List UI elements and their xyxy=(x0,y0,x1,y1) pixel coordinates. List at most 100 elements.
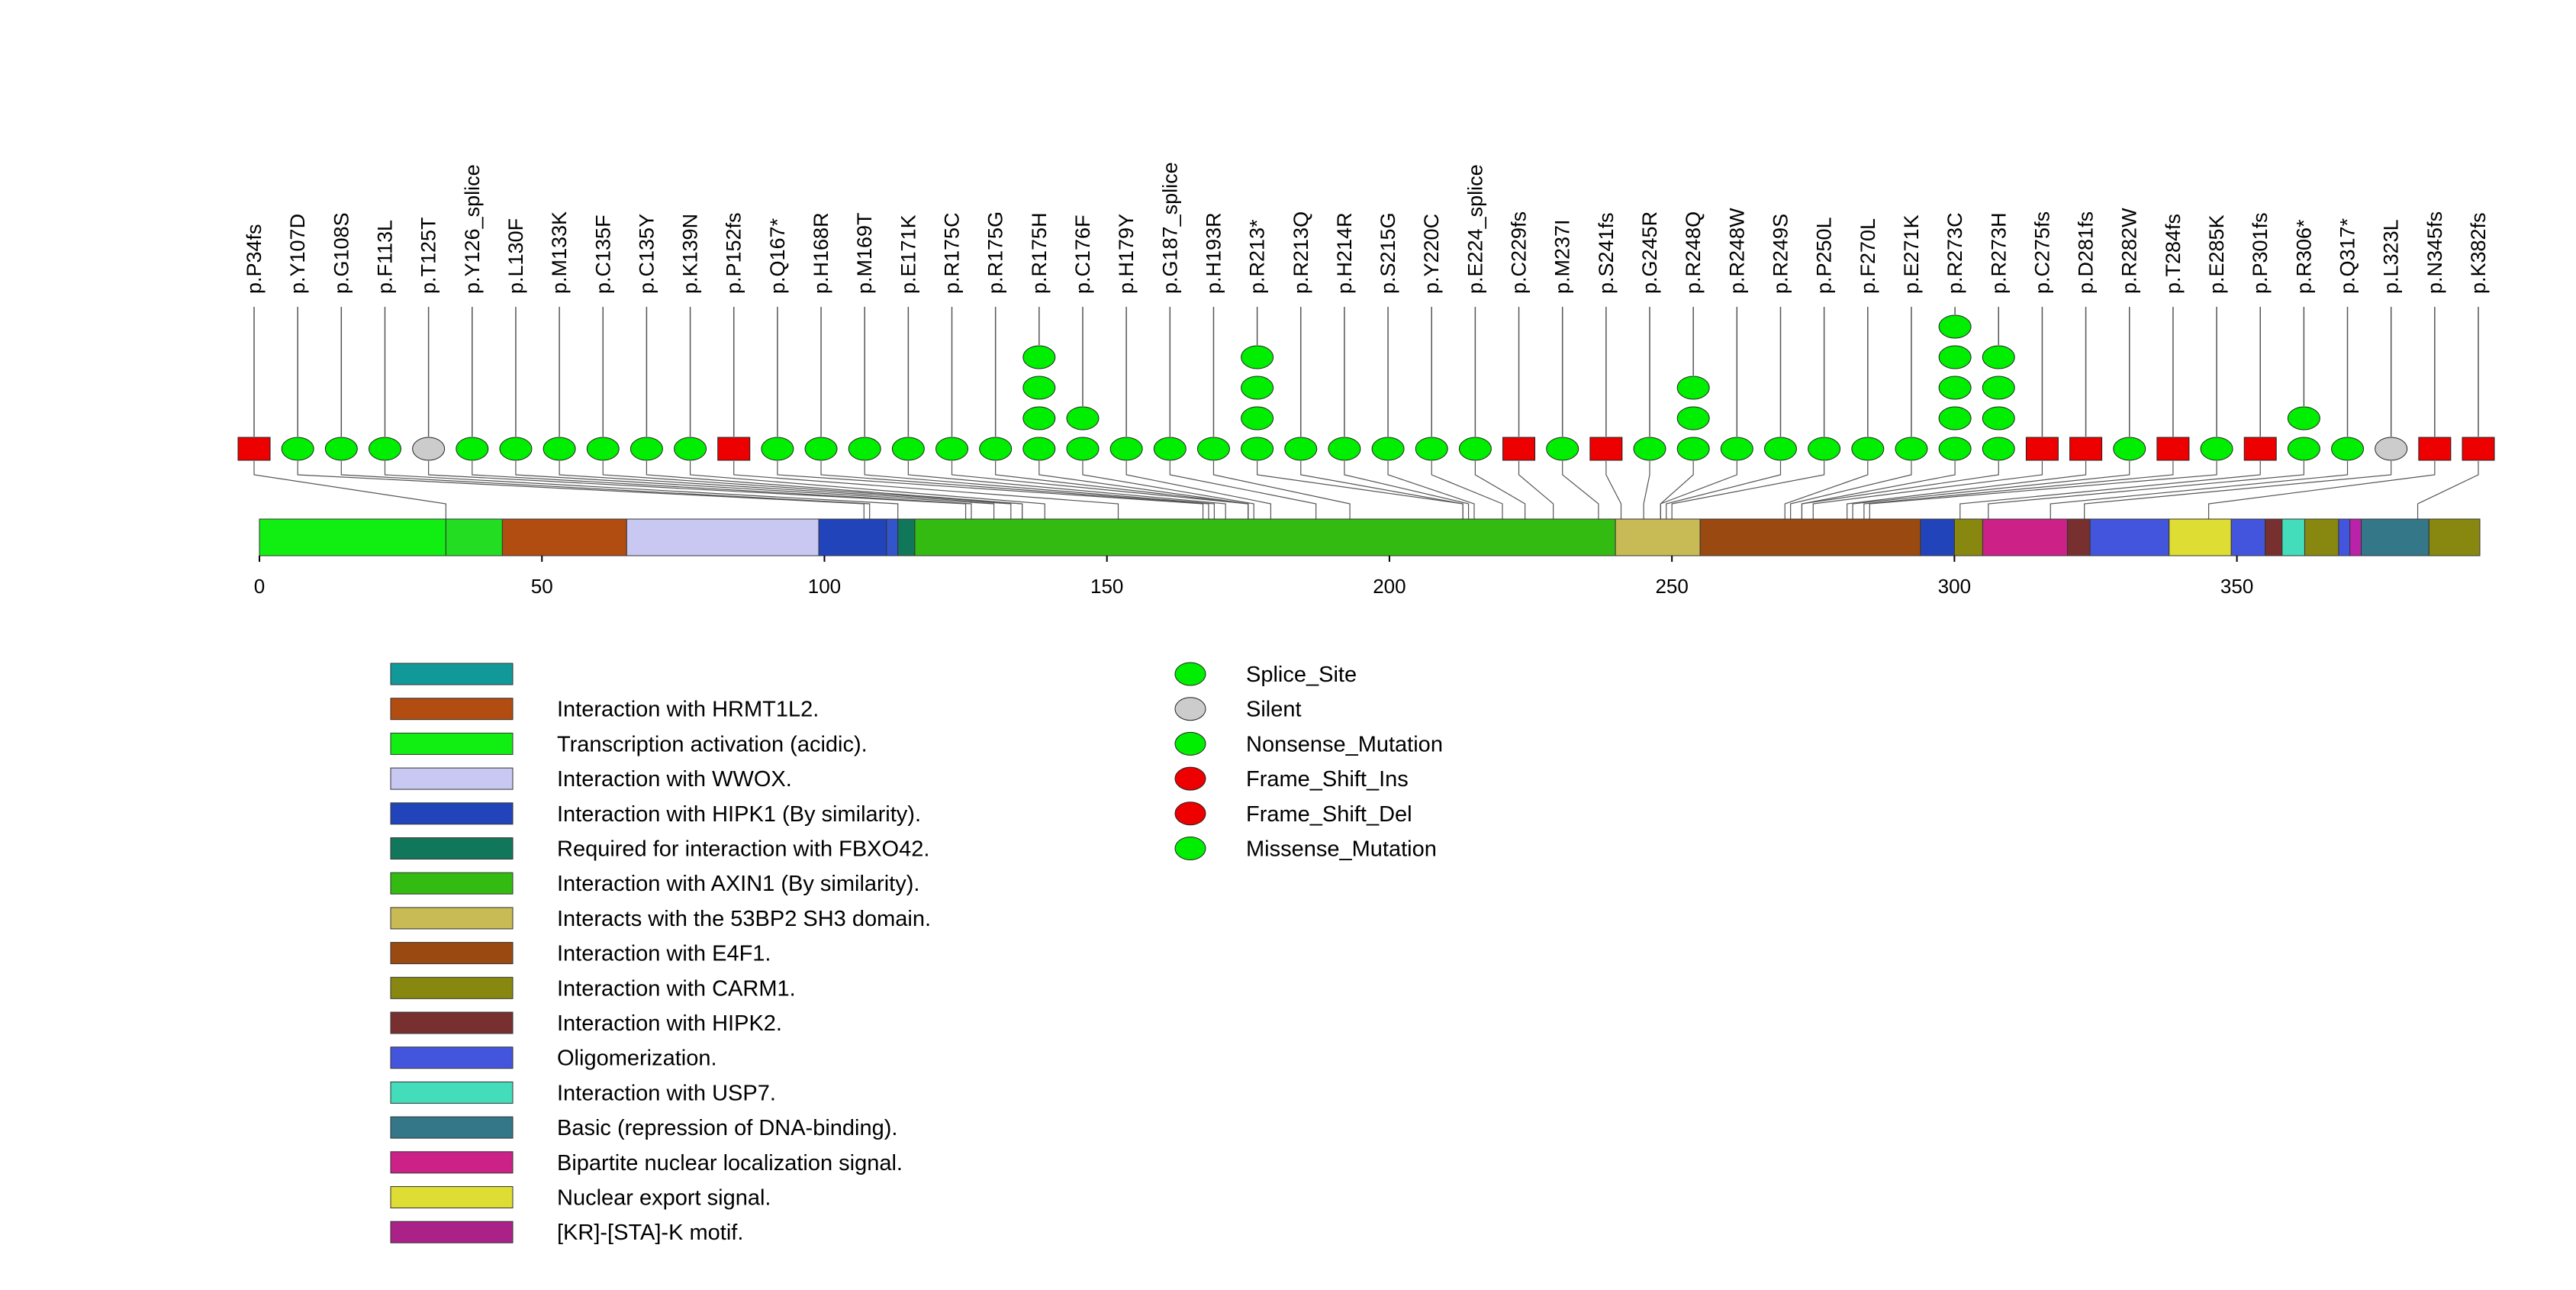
position-connector xyxy=(995,461,1249,519)
domain-segment-2 xyxy=(501,518,627,556)
nonsense-mutation-marker xyxy=(1241,437,1274,461)
domain-segment-15 xyxy=(2169,518,2232,556)
domain-segment-17 xyxy=(2265,518,2283,556)
legend-swatch-7 xyxy=(390,907,514,930)
mutation-label-p-r273c: p.R273C xyxy=(1943,212,1966,294)
mutation-label-p-y126-splice: p.Y126_splice xyxy=(461,164,484,294)
missense-mutation-marker xyxy=(1851,437,1885,461)
mutation-label-p-h179y: p.H179Y xyxy=(1115,214,1138,294)
legend-label-interaction-with-hrmt1l2: Interaction with HRMT1L2. xyxy=(557,698,819,722)
mutation-label-p-k139n: p.K139N xyxy=(679,214,702,294)
position-connector xyxy=(907,461,1226,519)
position-connector xyxy=(515,461,995,519)
splice-site-marker xyxy=(1458,437,1492,461)
mutation-label-p-e285k: p.E285K xyxy=(2205,214,2228,294)
legend-swatch-10 xyxy=(390,1011,514,1034)
mutation-label-p-f113l: p.F113L xyxy=(373,220,396,294)
nonsense-mutation-marker xyxy=(1241,345,1274,369)
mutation-label-p-m133k: p.M133K xyxy=(548,211,571,294)
legend-label-interaction-with-hipk1-by-similarity: Interaction with HIPK1 (By similarity). xyxy=(557,802,921,827)
splice-site-marker xyxy=(456,437,489,461)
nonsense-mutation-marker xyxy=(2287,406,2320,431)
legend-swatch-0 xyxy=(390,663,514,685)
missense-mutation-marker xyxy=(848,437,881,461)
missense-mutation-marker xyxy=(1763,437,1797,461)
legend-label-bipartite-nuclear-localization-signal: Bipartite nuclear localization signal. xyxy=(557,1151,903,1176)
frameshift-marker xyxy=(2462,437,2495,461)
missense-mutation-marker xyxy=(674,437,707,461)
legend-label-interaction-with-e4f1: Interaction with E4F1. xyxy=(557,942,771,966)
legend-label-interaction-with-hipk2: Interaction with HIPK2. xyxy=(557,1011,782,1036)
splice-site-marker xyxy=(1153,437,1187,461)
position-connector xyxy=(1643,461,1650,519)
missense-mutation-marker xyxy=(1720,437,1753,461)
missense-mutation-marker xyxy=(1109,437,1143,461)
position-connector xyxy=(1082,461,1254,519)
frameshift-marker xyxy=(717,437,751,461)
legend-swatch-8 xyxy=(390,942,514,965)
missense-mutation-marker xyxy=(1284,437,1318,461)
missense-mutation-marker xyxy=(1938,314,1972,339)
axis-tick-label: 300 xyxy=(1938,575,1971,598)
position-connector xyxy=(1562,461,1599,519)
missense-mutation-marker xyxy=(1633,437,1666,461)
axis-tick-label: 100 xyxy=(808,575,841,598)
missense-mutation-marker xyxy=(1982,437,2015,461)
domain-segment-16 xyxy=(2230,518,2266,556)
missense-mutation-marker xyxy=(368,437,401,461)
domain-segment-3 xyxy=(626,518,819,556)
legend-swatch-5 xyxy=(390,837,514,859)
legend-label-oligomerization: Oligomerization. xyxy=(557,1047,717,1071)
mutation-label-p-r273h: p.R273H xyxy=(1987,212,2010,294)
mutation-label-p-c176f: p.C176F xyxy=(1071,214,1094,294)
missense-mutation-marker xyxy=(1938,437,1972,461)
missense-mutation-marker xyxy=(979,437,1013,461)
position-connector xyxy=(689,461,1045,519)
type-legend-marker-silent xyxy=(1174,697,1206,721)
type-legend-label-missense-mutation: Missense_Mutation xyxy=(1246,837,1437,862)
position-connector xyxy=(1790,461,1912,519)
missense-mutation-marker xyxy=(1676,437,1710,461)
mutation-label-p-y107d: p.Y107D xyxy=(286,214,309,294)
mutation-label-p-k382fs: p.K382fs xyxy=(2467,212,2490,294)
axis-tick-label: 0 xyxy=(254,575,265,598)
silent-marker xyxy=(2375,437,2408,461)
missense-mutation-marker xyxy=(1022,345,1056,369)
mutation-markers xyxy=(237,314,2495,461)
domain-segment-20 xyxy=(2338,518,2351,556)
domain-segment-22 xyxy=(2361,518,2429,556)
mutation-label-p-r213q: p.R213Q xyxy=(1290,211,1312,294)
position-connector xyxy=(2050,461,2349,519)
position-connector xyxy=(1518,461,1554,519)
position-connector xyxy=(1344,461,1470,519)
mutation-label-p-p250l: p.P250L xyxy=(1813,217,1836,294)
frameshift-marker xyxy=(237,437,271,461)
missense-mutation-marker xyxy=(891,437,925,461)
type-legend-label-nonsense-mutation: Nonsense_Mutation xyxy=(1246,732,1443,756)
position-connector xyxy=(1666,461,1782,519)
nonsense-mutation-marker xyxy=(2287,437,2320,461)
mutation-label-p-r175g: p.R175G xyxy=(984,211,1007,294)
mutation-label-p-r175c: p.R175C xyxy=(941,212,964,294)
mutation-label-p-e171k: p.E171K xyxy=(897,214,919,294)
legend-label-basic-repression-of-dna-binding: Basic (repression of DNA-binding). xyxy=(557,1116,897,1140)
missense-mutation-marker xyxy=(2200,437,2233,461)
position-connector xyxy=(472,461,972,519)
missense-mutation-marker xyxy=(324,437,358,461)
position-connector xyxy=(428,461,967,519)
legend-swatch-4 xyxy=(390,802,514,825)
mutation-label-p-p34fs: p.P34fs xyxy=(243,224,266,294)
missense-mutation-marker xyxy=(2113,437,2146,461)
mutation-label-p-r248q: p.R248Q xyxy=(1682,211,1705,294)
missense-mutation-marker xyxy=(1022,406,1056,431)
domain-segment-9 xyxy=(1699,518,1921,556)
position-connector xyxy=(646,461,1023,519)
mutation-label-p-q167: p.Q167* xyxy=(766,218,789,294)
position-connector xyxy=(1784,461,1869,519)
mutation-label-p-g108s: p.G108S xyxy=(330,212,353,294)
position-connector xyxy=(297,461,865,519)
position-connector xyxy=(733,461,1119,519)
type-legend-label-splice-site: Splice_Site xyxy=(1246,663,1357,687)
missense-mutation-marker xyxy=(1808,437,1841,461)
